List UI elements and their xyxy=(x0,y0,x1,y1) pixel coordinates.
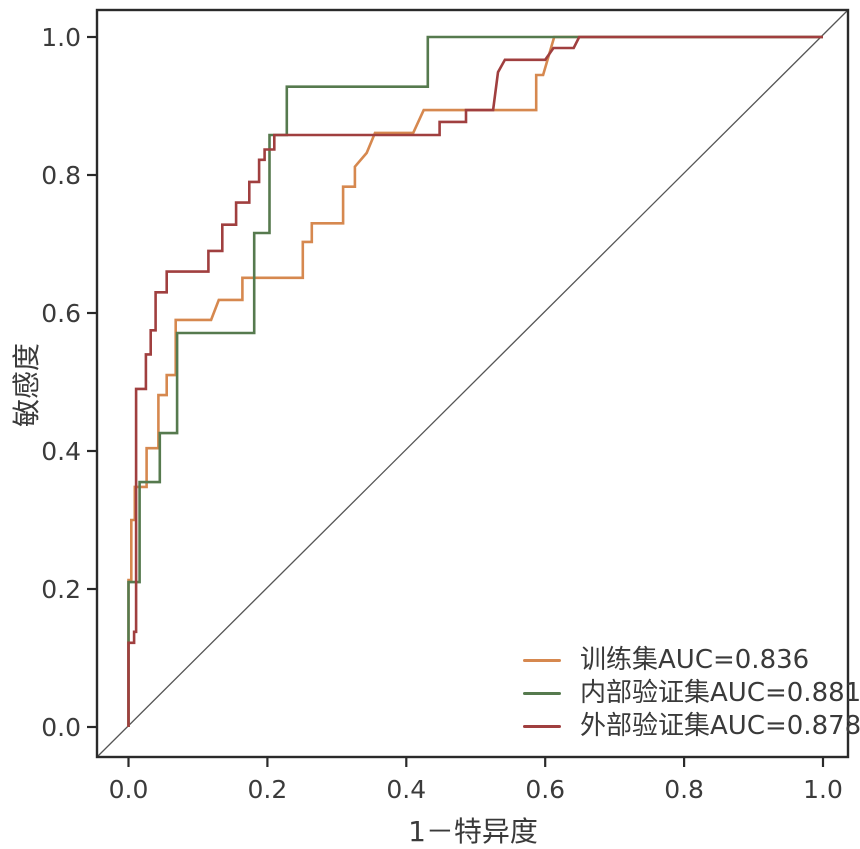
y-tick-label: 0.0 xyxy=(41,713,81,742)
y-tick-label: 1.0 xyxy=(41,23,81,52)
plot-frame xyxy=(95,8,850,759)
legend-label-external-validation: 外部验证集AUC=0.878 xyxy=(580,711,860,741)
x-tick-label: 0.0 xyxy=(109,775,149,804)
legend-line-swatch-internal-validation xyxy=(523,691,561,696)
y-tick-label: 0.4 xyxy=(41,437,81,466)
legend-item-external-validation: 外部验证集AUC=0.878 xyxy=(523,710,860,743)
roc-curve-internal-validation xyxy=(127,35,823,727)
x-tick-label: 0.8 xyxy=(664,775,704,804)
legend: 训练集AUC=0.836 内部验证集AUC=0.881 外部验证集AUC=0.8… xyxy=(523,644,860,743)
y-tick-label: 0.6 xyxy=(41,299,81,328)
roc-curve-train xyxy=(127,35,823,727)
legend-label-train: 训练集AUC=0.836 xyxy=(580,645,810,675)
legend-item-train: 训练集AUC=0.836 xyxy=(523,644,860,677)
x-tick-label: 0.2 xyxy=(248,775,288,804)
roc-curve-external-validation xyxy=(127,35,823,727)
legend-label-internal-validation: 内部验证集AUC=0.881 xyxy=(580,678,860,708)
legend-line-swatch-train xyxy=(523,658,561,663)
y-axis-label: 敏感度 xyxy=(10,343,43,428)
y-tick-label: 0.2 xyxy=(41,575,81,604)
x-tick-label: 1.0 xyxy=(803,775,843,804)
x-tick-label: 0.4 xyxy=(386,775,426,804)
x-axis-label: 1－特异度 xyxy=(408,815,538,848)
x-tick-label: 0.6 xyxy=(525,775,565,804)
y-tick-label: 0.8 xyxy=(41,161,81,190)
legend-line-swatch-external-validation xyxy=(523,724,561,729)
diagonal-reference-line xyxy=(96,9,849,758)
legend-item-internal-validation: 内部验证集AUC=0.881 xyxy=(523,677,860,710)
